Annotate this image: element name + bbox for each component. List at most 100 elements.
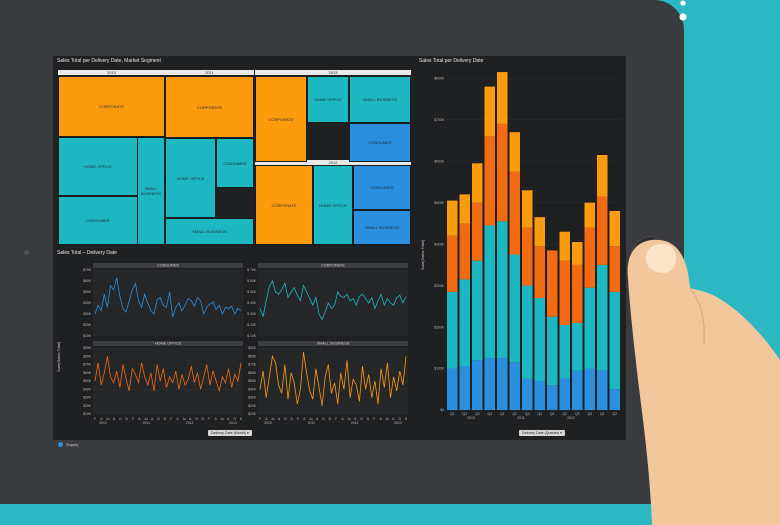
bar-segment[interactable] [497,123,508,222]
bar-segment[interactable] [472,260,483,361]
y-tick-label: $400K [434,242,445,246]
x-tick-label: F [132,417,134,421]
x-year-label: 2010 [264,421,272,425]
treemap-cell[interactable]: CORPORATE [255,165,313,245]
bar-segment[interactable] [584,202,596,228]
y-tick-label: $60K [83,371,92,375]
bar-segment[interactable] [597,370,608,410]
treemap-cell[interactable]: SMALL BUSINESS [349,76,411,123]
treemap-cell[interactable]: CONSUMER [58,196,138,245]
bar-segment[interactable] [459,279,471,367]
treemap-cell[interactable]: CORPORATE [165,76,254,138]
bar-segment[interactable] [584,227,596,288]
y-tick-label: $70K [248,363,257,367]
bar-segment[interactable] [447,235,458,292]
bar-segment[interactable] [559,378,571,410]
bar-segment[interactable] [559,231,571,261]
bar-segment[interactable] [484,136,496,226]
bar-segment[interactable] [497,221,508,359]
y-tick-label: $80K [248,354,257,358]
bar-segment[interactable] [484,358,496,410]
bar-segment[interactable] [597,155,608,197]
x-tick-label: A [265,417,268,421]
treemap-cell[interactable]: SMALL BUSINESS [165,218,254,245]
bar-segment[interactable] [509,132,521,172]
treemap-cell[interactable]: HOME OFFICE [165,138,216,218]
bar-segment[interactable] [534,298,546,381]
x-tick-label: F [373,417,375,421]
bar-segment[interactable] [572,322,583,371]
treemap-cell[interactable]: SMALL BUSINESS [353,210,411,245]
decor-dots [679,0,687,21]
bar-segment[interactable] [472,202,483,261]
bar-segment[interactable] [609,389,621,410]
bar-segment[interactable] [472,163,483,203]
x-tick-label: O [119,417,122,421]
treemap-cell[interactable]: CORPORATE [255,76,307,162]
treemap-year-header: 2012 [255,160,411,165]
bar-segment[interactable] [447,200,458,236]
treemap-cell[interactable]: HOME OFFICE [58,137,138,196]
bar-segment[interactable] [509,362,521,410]
x-tick-label: O [195,417,198,421]
bar-segment[interactable] [447,368,458,410]
treemap-year-header: 2010 [58,70,165,75]
bar-segment[interactable] [447,291,458,369]
y-tick-label: $ 40K [247,301,257,305]
bar-segment[interactable] [497,72,508,124]
bar-segment[interactable] [609,210,621,247]
treemap-cell[interactable]: CONSUMER [349,123,411,162]
x-tick-label: Q1 [450,412,455,416]
series-line[interactable] [259,279,407,321]
bar-segment[interactable] [597,264,608,371]
bar-segment[interactable] [534,217,546,247]
bar-segment[interactable] [459,366,471,410]
bar-segment[interactable] [572,264,583,323]
x-tick-label: Q1 [600,412,605,416]
treemap-cell[interactable]: CONSUMER [353,165,411,210]
bar-segment[interactable] [522,227,533,286]
bar-segment[interactable] [609,291,621,390]
bar-segment[interactable] [547,250,558,317]
treemap-cell[interactable]: CONSUMER [216,138,254,188]
x-tick-label: Ju [271,417,275,421]
bar-segment[interactable] [534,246,546,299]
bar-segment[interactable] [584,368,596,410]
bar-segment[interactable] [484,86,496,137]
bar-segment[interactable] [472,360,483,410]
treemap-cell[interactable]: CORPORATE [58,76,165,137]
bar-segment[interactable] [509,171,521,255]
bar-segment[interactable] [572,242,583,265]
bar-segment[interactable] [559,325,571,379]
bar-segment[interactable] [522,285,533,379]
bars-axis-dropdown[interactable]: Delivery Date (Quarter) ▾ [519,430,565,436]
bar-segment[interactable] [484,225,496,359]
x-tick-label: D [126,417,129,421]
bar-segment[interactable] [459,194,471,224]
bar-segment[interactable] [534,380,546,410]
series-line[interactable] [94,356,242,393]
bar-segment[interactable] [497,358,508,410]
y-tick-label: $300K [434,284,445,288]
x-year-label: 2012 [186,421,194,425]
bar-segment[interactable] [547,385,558,410]
bar-segment[interactable] [547,316,558,386]
bar-segment[interactable] [522,378,533,410]
bar-segment[interactable] [609,246,621,292]
treemap-cell[interactable]: HOME OFFICE [313,165,353,245]
bar-segment[interactable] [584,287,596,369]
y-tick-label: $ 10K [247,334,257,338]
bar-segment[interactable] [509,254,521,363]
series-line[interactable] [94,277,242,318]
bar-segment[interactable] [559,260,571,325]
lines-axis-dropdown[interactable]: Delivery Date (Month) ▾ [208,430,252,436]
treemap-cell[interactable]: SMALL BUSINESS [137,137,165,245]
bar-segment[interactable] [572,370,583,410]
treemap-cell[interactable]: HOME OFFICE [307,76,349,123]
series-line[interactable] [259,352,407,406]
y-tick-label: $20K [248,404,257,408]
x-tick-label: D [405,417,408,421]
bar-segment[interactable] [597,196,608,265]
bar-segment[interactable] [459,223,471,280]
bar-segment[interactable] [522,190,533,228]
